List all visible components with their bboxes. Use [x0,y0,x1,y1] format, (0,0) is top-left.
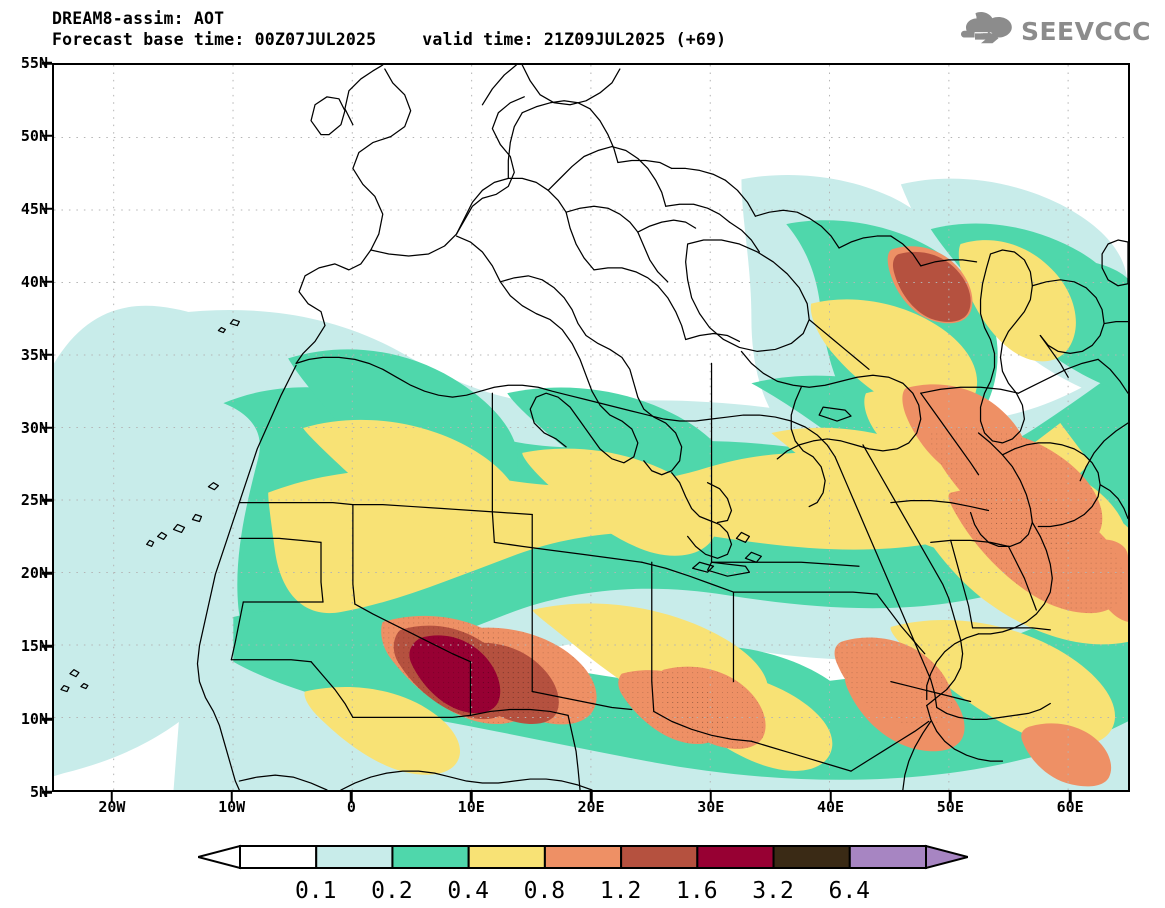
colorbar-tick-label: 0.2 [371,878,413,904]
x-tick-label: 20E [577,798,605,816]
cloud-arrow-icon [960,12,1015,50]
x-tick-label: 30E [697,798,725,816]
valid-time: valid time: 21Z09JUL2025 (+69) [422,30,727,49]
x-tick-mark [230,792,233,802]
x-tick-mark [1068,792,1072,802]
y-tick-mark [42,572,52,575]
colorbar-tick-label: 0.4 [447,878,489,904]
y-tick-mark [42,499,52,502]
colorbar-tick-label: 0.1 [294,878,337,904]
colorbar-svg [197,844,968,870]
y-tick-mark [42,207,52,211]
x-tick-mark [469,792,473,802]
y-tick-label: 45N [20,199,48,218]
colorbar-band [619,845,698,869]
x-tick-mark [350,792,353,802]
colorbar-band [390,845,470,869]
x-tick-label: 40E [817,798,845,816]
x-tick-mark [589,792,593,802]
colorbar-band [543,845,622,869]
x-tick-mark [709,792,713,802]
colorbar-band [467,845,546,869]
time-subtitle-row: Forecast base time: 00Z07JUL2025 valid t… [52,29,1002,50]
x-tick-label: 10W [218,798,246,816]
colorbar-tick-label: 1.2 [599,878,642,904]
y-tick-mark [42,717,52,721]
y-tick-label: 40N [20,272,48,291]
y-tick-label: 35N [20,345,48,364]
colorbar-left-arrow [197,844,241,870]
x-tick-label: 10E [457,798,485,816]
y-tick-label: 10N [20,710,48,729]
y-tick-label: 15N [20,637,48,656]
y-tick-label: 5N [29,783,48,801]
y-tick-mark [42,426,52,429]
x-tick-label: 60E [1056,798,1084,816]
y-tick-label: 25N [20,491,48,510]
y-tick-label: 20N [20,564,48,583]
colorbar-tick-labels: 0.1 0.2 0.4 0.8 1.2 1.6 3.2 6.4 [198,878,968,908]
x-tick-label: 50E [936,798,964,816]
y-tick-mark [42,280,52,283]
colorbar-tick-label: 1.6 [676,878,718,904]
colorbar-section: 0.1 0.2 0.4 0.8 1.2 1.6 3.2 6.4 [0,838,1165,908]
y-tick-label: 55N [20,54,48,72]
colorbar-band [238,845,317,869]
aot-map-plot [52,63,1130,792]
colorbar-band [314,845,393,869]
map-coastlines-borders [60,65,1128,790]
colorbar-band [848,845,927,869]
colorbar-tick-label: 6.4 [828,878,871,904]
seevccc-logo: SEEVCCC [960,12,1151,50]
x-tick-mark [829,792,832,802]
x-tick-mark [110,792,114,802]
y-tick-mark [42,61,52,65]
y-tick-mark [42,790,52,794]
y-tick-label: 50N [20,126,48,145]
colorbar-band [695,845,775,869]
y-tick-mark [42,134,52,138]
colorbar [197,838,968,876]
y-tick-mark [42,644,52,648]
aot-map-svg [54,65,1128,790]
y-tick-label: 30N [20,418,48,437]
x-tick-label: 20W [98,798,126,816]
map-gridlines [54,65,1128,790]
colorbar-right-arrow [924,844,968,870]
logo-text: SEEVCCC [1020,16,1151,46]
x-tick-mark [949,792,952,802]
colorbar-tick-label: 0.8 [523,878,566,904]
aot-contour-fills [54,174,1128,790]
colorbar-tick-label: 3.2 [752,878,794,904]
forecast-base-time: Forecast base time: 00Z07JUL2025 [52,30,377,49]
y-tick-mark [42,353,52,356]
chart-header: DREAM8-assim: AOT Forecast base time: 00… [52,8,1002,50]
colorbar-band [772,845,851,869]
x-tick-label: 0 [346,798,356,816]
model-title: DREAM8-assim: AOT [52,9,225,28]
